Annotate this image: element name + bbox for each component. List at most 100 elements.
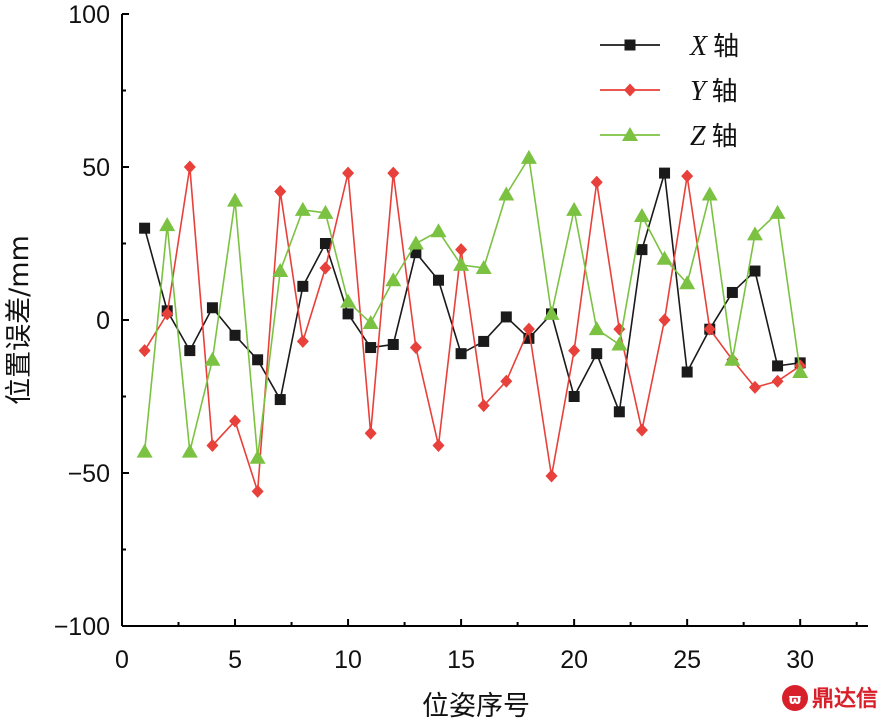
x-tick-label: 25 (673, 646, 701, 674)
series-z-point (362, 315, 379, 330)
y-tick-label: 100 (68, 1, 110, 29)
series-y-point (161, 307, 174, 321)
series-y-point (364, 426, 377, 440)
tick-marks (121, 13, 858, 627)
series-x-point (591, 348, 603, 360)
series-z-line (143, 155, 801, 458)
series-x-point (455, 348, 467, 360)
series-y-point (545, 469, 558, 483)
series-z-point (136, 443, 153, 458)
series-y-point (296, 334, 309, 348)
dingdaxin-logo-glyph: ϖ (789, 692, 801, 708)
series-z-point (453, 256, 470, 271)
series-y-point (658, 313, 671, 327)
series-z-point (724, 351, 741, 366)
legend-x-var: X (689, 31, 708, 62)
series-y-point (342, 166, 355, 180)
series-z-point (656, 250, 673, 265)
y-tick-label: −50 (68, 460, 110, 488)
series-y-point (681, 169, 694, 183)
series-z-point (317, 204, 334, 219)
y-axis-title: 位置误差/mm (4, 235, 35, 405)
series-y-point (568, 344, 581, 358)
legend-z-suffix: 轴 (712, 122, 738, 152)
tick-labels: −100 −50 0 50 100 0 5 10 15 20 25 30 (54, 1, 814, 674)
series-z-point (340, 293, 357, 308)
legend-z-marker (622, 127, 638, 141)
series-y-point (748, 380, 761, 394)
series-z-point (792, 364, 809, 379)
series-x-point (568, 391, 580, 402)
series-x-point (319, 238, 331, 249)
series-y-point (590, 175, 603, 189)
series-z-point (633, 207, 650, 222)
series-z-point (566, 201, 583, 216)
series-z-point (498, 186, 515, 201)
series-z-point (294, 201, 311, 216)
series-z-point (679, 275, 696, 290)
watermark: ϖ 鼎达信 (782, 685, 878, 712)
series-y-point (771, 374, 784, 388)
series-z-point (181, 443, 198, 458)
series-y-line (143, 166, 801, 492)
legend-z-var: Z (690, 121, 706, 152)
legend-y-marker (624, 83, 636, 97)
series-z-point (272, 263, 289, 278)
legend: X 轴Y 轴Z 轴 (600, 31, 739, 152)
series-y-point (477, 399, 490, 413)
series-layer (136, 149, 809, 498)
axes (121, 14, 868, 627)
series-x-point (523, 332, 535, 344)
series-z-point (701, 186, 718, 201)
series-y (138, 160, 807, 498)
series-z-point (475, 259, 492, 274)
series-x-point (478, 335, 490, 347)
series-x-point (342, 308, 354, 320)
series-y-point (229, 414, 242, 428)
series-z (136, 149, 809, 464)
series-x-point (365, 342, 377, 354)
series-x-point (297, 280, 309, 292)
x-tick-label: 15 (447, 646, 475, 674)
series-y-point (274, 184, 287, 198)
series-x-point (432, 274, 444, 286)
series-y-point (409, 341, 422, 355)
series-y-point (319, 261, 332, 275)
dingdaxin-logo-icon (782, 685, 808, 711)
series-y-point (432, 438, 445, 452)
series-x-point (659, 167, 671, 179)
series-y-point (703, 322, 716, 336)
series-x-point (387, 338, 399, 350)
series-y-point (251, 484, 264, 498)
series-x-point (206, 302, 218, 314)
watermark-text: 鼎达信 (812, 686, 878, 712)
y-tick-label: 0 (96, 307, 110, 335)
series-y-point (138, 344, 151, 358)
series-x-point (184, 345, 196, 357)
series-x-point (681, 366, 693, 378)
series-x-point (613, 406, 625, 418)
series-z-point (204, 351, 221, 366)
y-tick-label: −100 (54, 613, 110, 641)
x-tick-label: 20 (560, 646, 588, 674)
y-tick-label: 50 (82, 154, 110, 182)
series-x-point (274, 394, 286, 406)
series-z-point (430, 223, 447, 238)
series-x-point (749, 265, 761, 277)
x-axis-title: 位姿序号 (422, 691, 530, 722)
series-y-point (455, 243, 468, 257)
legend-y-suffix: 轴 (712, 77, 738, 107)
series-x-point (252, 354, 264, 366)
series-z-point (520, 149, 537, 164)
series-z-point (159, 217, 176, 232)
series-x-point (410, 247, 422, 259)
x-tick-label: 0 (115, 646, 129, 674)
series-y-point (635, 423, 648, 437)
